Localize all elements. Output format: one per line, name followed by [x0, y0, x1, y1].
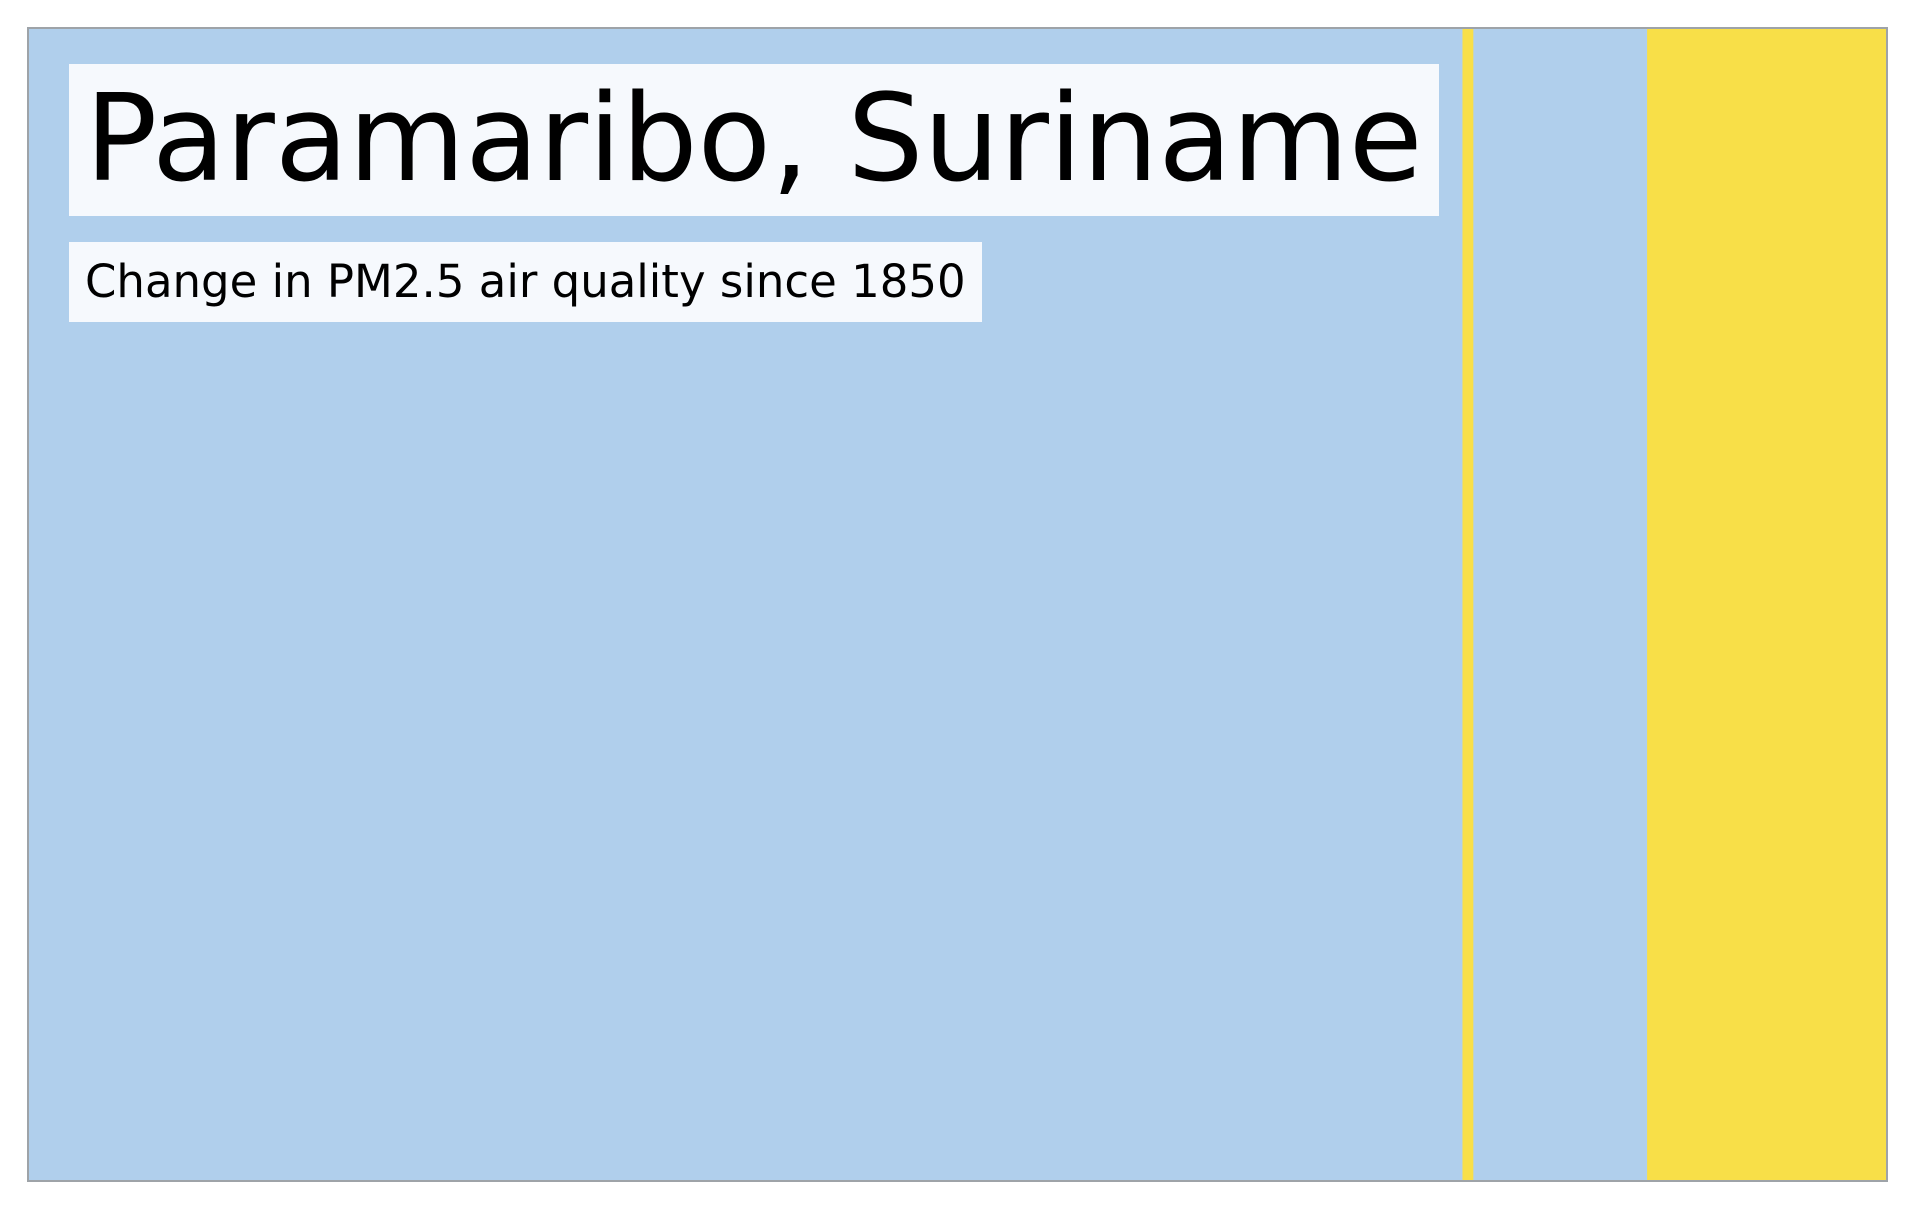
- chart-subtitle: Change in PM2.5 air quality since 1850: [69, 242, 982, 322]
- stripe-2: [1473, 29, 1648, 1180]
- stripe-1: [1462, 29, 1474, 1180]
- stripes-plot: [29, 29, 1886, 1180]
- stripe-3: [1647, 29, 1886, 1180]
- stripe-0: [29, 29, 1463, 1180]
- chart-title: Paramaribo, Suriname: [69, 64, 1439, 216]
- chart-frame: Paramaribo, Suriname Change in PM2.5 air…: [27, 27, 1888, 1182]
